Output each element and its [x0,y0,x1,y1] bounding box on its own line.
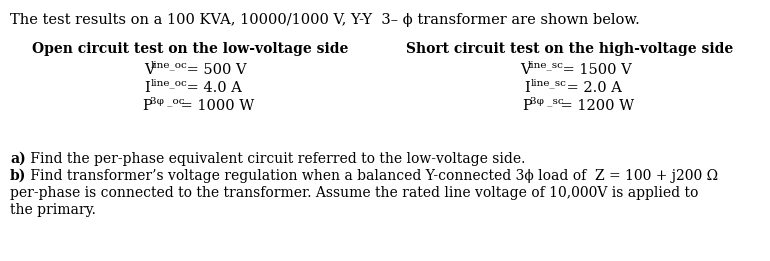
Text: Find transformer’s voltage regulation when a balanced Y-connected 3ϕ load of  Z : Find transformer’s voltage regulation wh… [26,169,718,183]
Text: P: P [142,99,152,113]
Text: The test results on a 100 KVA, 10000/1000 V, Y-Y  3– ϕ transformer are shown bel: The test results on a 100 KVA, 10000/100… [10,13,640,27]
Text: per-phase is connected to the transformer. Assume the rated line voltage of 10,0: per-phase is connected to the transforme… [10,186,698,200]
Text: = 4.0 A: = 4.0 A [182,81,242,95]
Text: Find the per-phase equivalent circuit referred to the low-voltage side.: Find the per-phase equivalent circuit re… [26,152,525,166]
Text: V: V [144,63,155,77]
Text: = 1000 W: = 1000 W [176,99,254,113]
Text: the primary.: the primary. [10,203,96,217]
Text: I: I [524,81,530,95]
Text: 3φ _oc: 3φ _oc [149,96,184,106]
Text: V: V [521,63,531,77]
Text: P: P [523,99,532,113]
Text: Short circuit test on the high-voltage side: Short circuit test on the high-voltage s… [407,42,734,56]
Text: line_sc: line_sc [527,60,564,70]
Text: I: I [144,81,149,95]
Text: a): a) [10,152,25,166]
Text: = 1500 V: = 1500 V [558,63,632,77]
Text: line_oc: line_oc [151,78,188,88]
Text: b): b) [10,169,26,183]
Text: Open circuit test on the low-voltage side: Open circuit test on the low-voltage sid… [32,42,348,56]
Text: line_oc: line_oc [151,60,188,70]
Text: = 1200 W: = 1200 W [556,99,634,113]
Text: line_sc: line_sc [531,78,567,88]
Text: = 500 V: = 500 V [182,63,246,77]
Text: 3φ _sc: 3φ _sc [530,96,564,106]
Text: = 2.0 A: = 2.0 A [561,81,621,95]
